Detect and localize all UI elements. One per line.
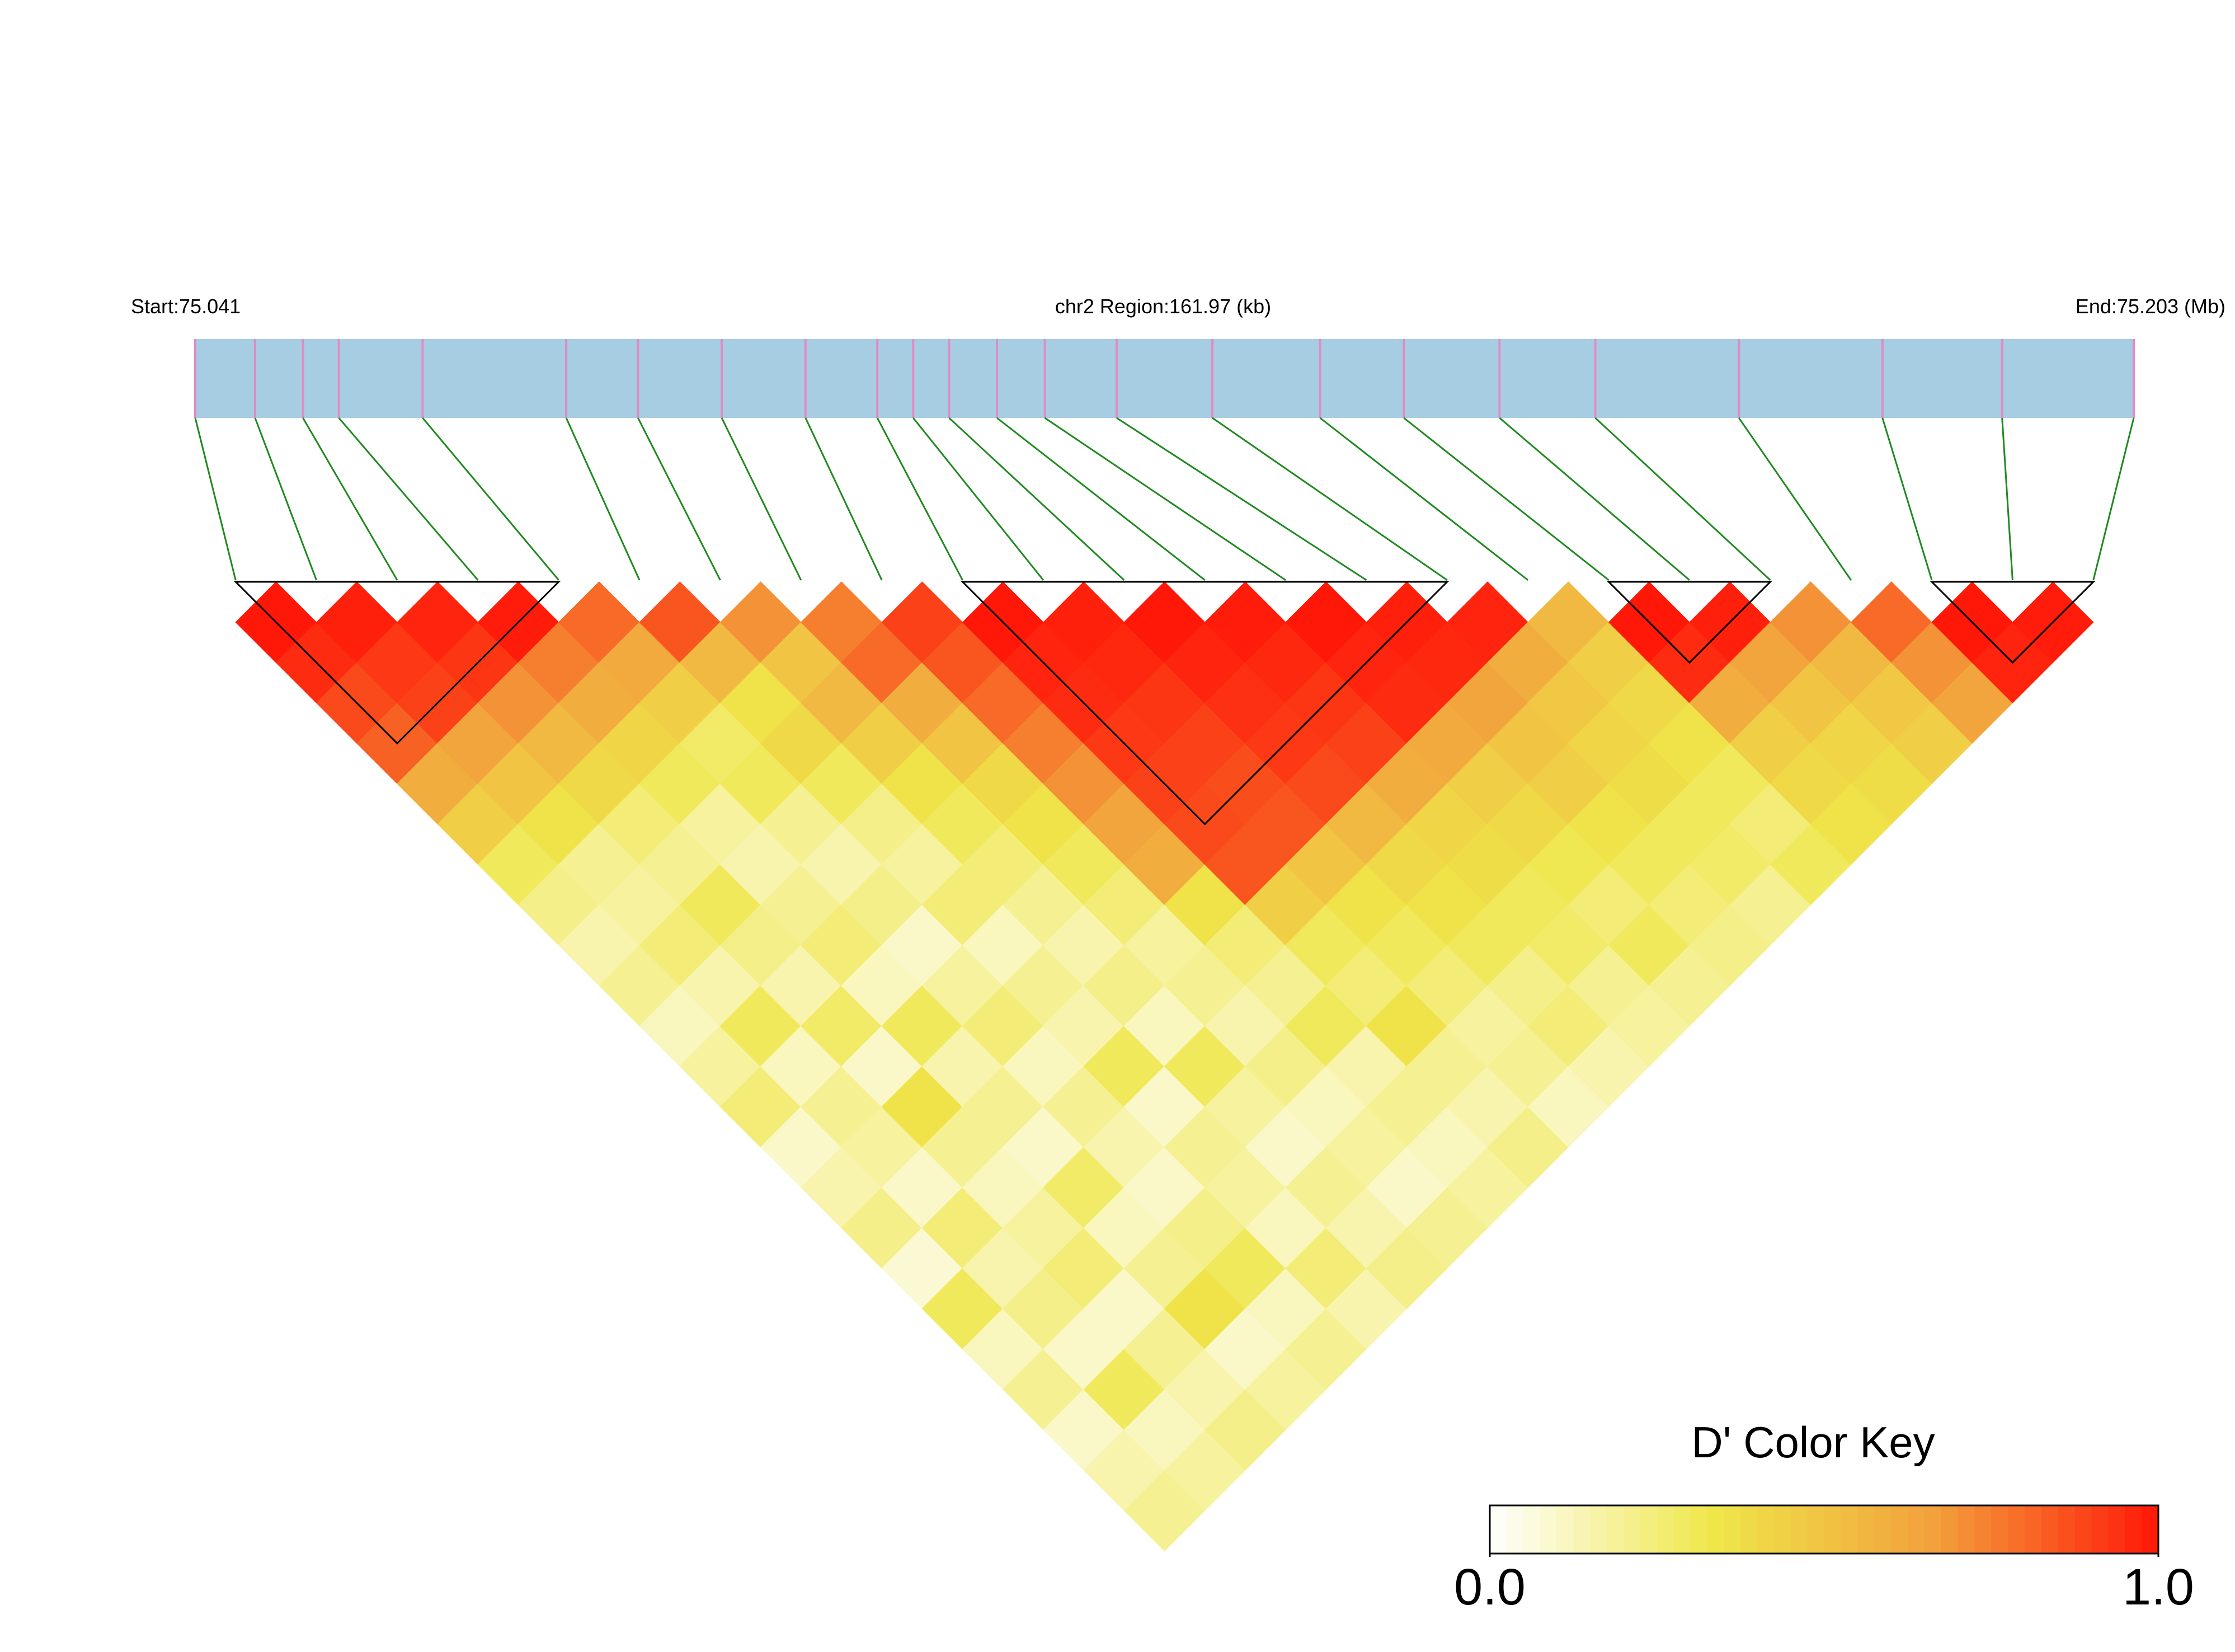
snp-link	[948, 417, 1125, 581]
color-key-swatch	[2125, 1505, 2143, 1554]
color-key-swatch	[2074, 1505, 2092, 1554]
ld-block-outline	[1606, 581, 1772, 664]
color-key-swatch	[1573, 1505, 1591, 1554]
snp-link	[1212, 417, 1448, 581]
snp-link	[254, 417, 317, 581]
region-label: chr2 Region:161.97 (kb)	[1055, 295, 1271, 318]
color-key-swatch	[1974, 1505, 1992, 1554]
snp-link	[1499, 417, 1690, 581]
color-key-swatch	[1958, 1505, 1975, 1554]
color-key-swatch	[1740, 1505, 1758, 1554]
color-key-swatch	[1757, 1505, 1775, 1554]
color-key-swatch	[1773, 1505, 1791, 1554]
color-key-swatch	[1540, 1505, 1558, 1554]
snp-link	[912, 417, 1044, 581]
color-key-swatch	[1824, 1505, 1842, 1554]
snp-link	[338, 417, 479, 581]
snp-link	[1116, 417, 1367, 581]
color-key-swatch	[1657, 1505, 1674, 1554]
snp-link	[1403, 417, 1610, 581]
ld-block-outline	[1930, 581, 2096, 664]
color-key-swatch	[1941, 1505, 1959, 1554]
color-key-swatch	[1640, 1505, 1658, 1554]
snp-link	[804, 417, 883, 581]
color-key-tick-label: 0.0	[1454, 1559, 1526, 1616]
snp-link	[1044, 417, 1286, 581]
color-key-border	[1489, 1504, 2159, 1555]
color-key-swatch	[1607, 1505, 1624, 1554]
snp-link	[637, 417, 721, 581]
color-key-swatch	[1907, 1505, 1925, 1554]
color-key-tick-label: 1.0	[2123, 1559, 2194, 1616]
color-key-swatch	[1807, 1505, 1825, 1554]
color-key-swatch	[1506, 1505, 1524, 1554]
snp-link	[1881, 417, 1933, 581]
color-key-swatch	[2108, 1505, 2126, 1554]
color-key-swatch	[1874, 1505, 1891, 1554]
snp-link	[302, 417, 398, 581]
snp-link	[2001, 417, 2013, 581]
color-key-swatch	[1556, 1505, 1574, 1554]
color-key-swatch	[1523, 1505, 1541, 1554]
snp-link	[422, 417, 559, 581]
snp-link	[194, 417, 237, 581]
snp-link	[1319, 417, 1529, 581]
color-key-swatch	[2142, 1505, 2159, 1554]
color-key-swatch	[1490, 1505, 1507, 1554]
gene-bar	[195, 339, 2134, 418]
color-key-swatch	[2091, 1505, 2109, 1554]
snp-link	[565, 417, 641, 581]
ld-block-outline	[960, 581, 1450, 826]
color-key-swatch	[1991, 1505, 2009, 1554]
snp-link	[721, 417, 802, 581]
color-key-swatch	[1590, 1505, 1608, 1554]
color-key-swatch	[1924, 1505, 1942, 1554]
color-key-swatch	[1690, 1505, 1708, 1554]
color-key-swatch	[1624, 1505, 1641, 1554]
snp-link	[1594, 417, 1771, 581]
color-key-swatch	[1673, 1505, 1691, 1554]
color-key-swatch	[2058, 1505, 2076, 1554]
color-key-swatch	[1841, 1505, 1858, 1554]
start-label: Start:75.041	[131, 295, 241, 318]
snp-link	[876, 417, 963, 581]
color-key-swatch	[1857, 1505, 1875, 1554]
color-key-swatch	[1891, 1505, 1908, 1554]
color-key-swatch	[1707, 1505, 1725, 1554]
end-label: End:75.203 (Mb)	[2076, 295, 2225, 318]
color-key-swatch	[1790, 1505, 1808, 1554]
key-title: D' Color Key	[1691, 1418, 1935, 1467]
color-key-swatch	[2025, 1505, 2042, 1554]
snp-link	[996, 417, 1206, 581]
color-key-swatch	[2041, 1505, 2059, 1554]
snp-link	[2092, 417, 2135, 581]
snp-link	[1738, 417, 1852, 581]
ld-block-outline	[233, 581, 561, 745]
color-key-swatch	[2008, 1505, 2025, 1554]
color-key-swatch	[1724, 1505, 1742, 1554]
